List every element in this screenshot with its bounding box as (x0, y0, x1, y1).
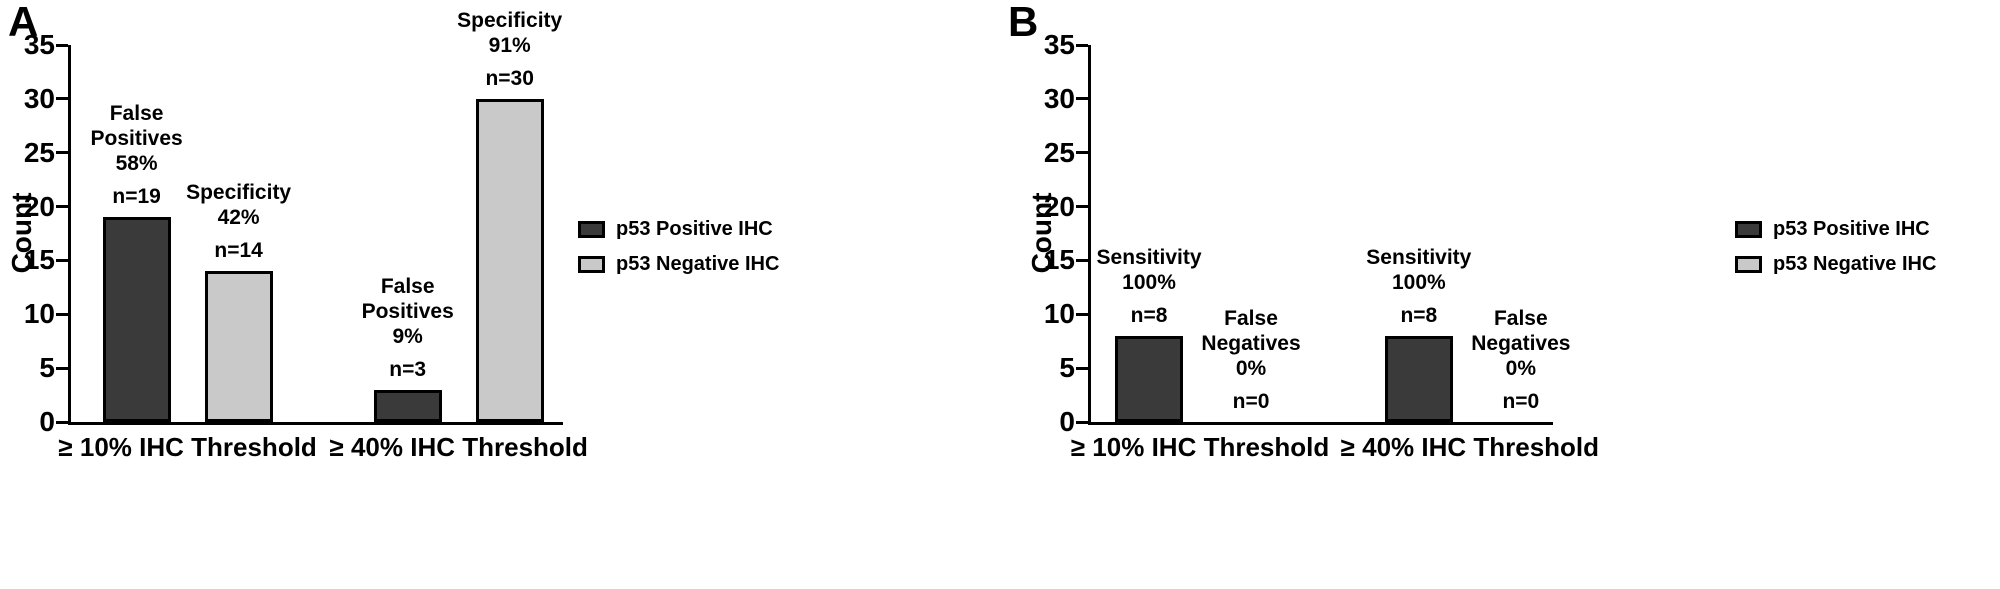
y-tick-label: 25 (23, 136, 55, 168)
bar-n-label: n=8 (1400, 303, 1438, 327)
panel-letter-a: A (8, 0, 39, 45)
y-tick-label: 35 (23, 29, 55, 60)
legend-item-p53-positive: p53 Positive IHC (578, 218, 779, 240)
y-tick-mark (1076, 312, 1088, 316)
legend-item-p53-negative: p53 Negative IHC (1735, 253, 1936, 275)
y-tick-mark (56, 312, 68, 316)
y-tick-label: 15 (23, 244, 55, 276)
legend-label: p53 Negative IHC (1773, 253, 1937, 275)
bar-stat-label: Sensitivity 100% (1366, 245, 1472, 294)
bar-p53-positive (1384, 335, 1453, 422)
y-tick-label: 10 (23, 298, 55, 330)
bar-n-label: n=8 (1130, 303, 1168, 327)
bar-stat-label: Specificity 42% (186, 181, 292, 230)
y-tick-mark (1076, 97, 1088, 101)
bar-p53-positive (102, 217, 171, 422)
y-tick-mark (56, 366, 68, 370)
y-tick-mark (1076, 205, 1088, 209)
y-tick-mark (1076, 258, 1088, 262)
legend-swatch-p53-positive-icon (1735, 220, 1762, 238)
legend-swatch-p53-negative-icon (578, 255, 605, 273)
bar-stat-label: False Positives 9% (361, 274, 454, 348)
x-category-label: ≥ 40% IHC Threshold (1340, 432, 1600, 462)
y-tick-label: 5 (39, 352, 55, 384)
y-tick-label: 30 (1043, 82, 1075, 114)
legend-swatch-p53-positive-icon (578, 220, 605, 238)
bar-n-label: n=30 (485, 66, 534, 90)
legend-label: p53 Negative IHC (616, 253, 780, 275)
legend-item-p53-positive: p53 Positive IHC (1735, 218, 1936, 240)
y-tick-mark (1076, 366, 1088, 370)
bar-n-label: n=0 (1232, 390, 1270, 413)
y-tick-mark (56, 258, 68, 262)
y-tick-label: 30 (23, 82, 55, 114)
y-tick-label: 20 (1043, 190, 1075, 222)
y-tick-mark (1076, 43, 1088, 47)
bar-n-label: n=3 (389, 357, 427, 381)
y-tick-label: 0 (1059, 406, 1075, 437)
y-tick-label: 15 (1043, 244, 1075, 276)
panel-A: A Count 0 5 10 15 20 25 30 35 ≥ 10% IHC Threshol… (6, 0, 779, 462)
y-tick-label: 0 (39, 406, 55, 437)
y-tick-mark (56, 151, 68, 155)
y-tick-mark (1076, 151, 1088, 155)
x-category-label: ≥ 10% IHC Threshold (58, 432, 317, 462)
x-category-label: ≥ 10% IHC Threshold (1070, 432, 1330, 462)
y-tick-mark (56, 43, 68, 47)
bar-n-label: n=14 (214, 239, 263, 263)
legend: p53 Positive IHC p53 Negative IHC (1735, 218, 1936, 288)
y-tick-mark (56, 97, 68, 101)
y-tick-label: 10 (1043, 298, 1075, 330)
bar-stat-label: False Positives 58% (90, 102, 183, 176)
bar-stat-label: False Negatives 0% (1201, 307, 1301, 380)
y-tick-mark (56, 205, 68, 209)
plot-area: 0 5 10 15 20 25 30 35 ≥ 10% IHC Threshold n=19 Fal… (24, 9, 588, 462)
y-tick-mark (56, 420, 68, 424)
legend-label: p53 Positive IHC (616, 218, 773, 240)
bar-n-label: n=0 (1502, 390, 1540, 413)
bar-p53-positive (373, 389, 442, 422)
bar-stat-label: False Negatives 0% (1471, 307, 1571, 380)
legend-label: p53 Positive IHC (1773, 218, 1930, 240)
panel-B: B Count 0 5 10 15 20 25 30 35 ≥ 10% IHC Threshol… (1000, 0, 2000, 589)
legend-item-p53-negative: p53 Negative IHC (578, 253, 779, 275)
panel-letter-b: B (1008, 0, 1039, 45)
y-tick-label: 5 (1059, 352, 1075, 384)
y-tick-label: 25 (1043, 136, 1075, 168)
plot-area: 0 5 10 15 20 25 30 35 ≥ 10% IHC Threshold n=8 Sens… (1044, 30, 1599, 463)
bar-stat-label: Sensitivity 100% (1096, 245, 1202, 294)
bar-p53-positive (1115, 335, 1184, 422)
y-tick-label: 20 (23, 190, 55, 222)
bar-n-label: n=19 (112, 185, 161, 209)
y-tick-mark (1076, 420, 1088, 424)
bar-stat-label: Specificity 91% (457, 8, 563, 57)
legend-swatch-p53-negative-icon (1735, 255, 1762, 273)
x-category-label: ≥ 40% IHC Threshold (329, 432, 588, 462)
bar-p53-negative (204, 271, 273, 422)
legend: p53 Positive IHC p53 Negative IHC (578, 218, 779, 288)
bar-p53-negative (475, 98, 544, 422)
y-tick-label: 35 (1043, 29, 1075, 60)
